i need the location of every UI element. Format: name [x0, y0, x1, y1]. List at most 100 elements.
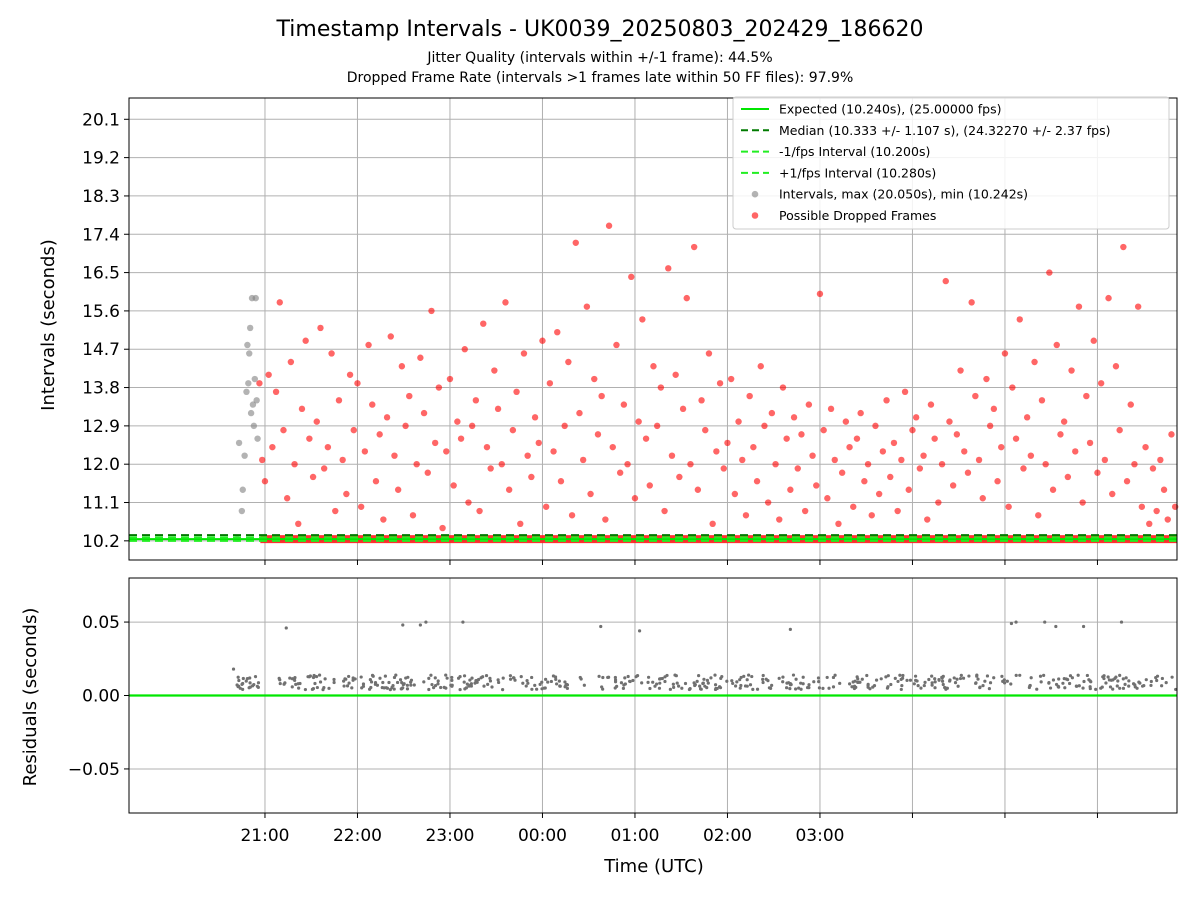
residual-point	[665, 673, 669, 678]
residual-point	[1014, 673, 1018, 678]
residual-point	[404, 676, 408, 680]
residual-point	[668, 687, 672, 691]
dropped-frame-point	[916, 465, 924, 472]
residual-point	[1155, 678, 1159, 683]
residual-point	[898, 673, 902, 677]
dropped-frame-point	[1116, 426, 1123, 434]
residual-point	[635, 674, 640, 678]
residual-point	[851, 680, 855, 684]
dropped-frame-point	[683, 294, 690, 302]
residual-point	[546, 680, 550, 684]
residual-point	[781, 680, 785, 684]
residual-point	[1047, 681, 1051, 685]
residual-point	[919, 686, 923, 690]
dropped-frame-point	[990, 405, 998, 413]
intervals-plot: 10.2 11.1 12.0 12.9 13.8 14.7 15.6 16.5 17.4 18.3…	[82, 96, 1179, 565]
residual-point	[1018, 673, 1022, 677]
residual-point	[648, 686, 652, 691]
residual-point	[405, 687, 410, 691]
dropped-frame-point	[435, 384, 443, 391]
dropped-frame-point	[668, 452, 676, 459]
residual-point	[623, 676, 627, 680]
residual-point	[619, 681, 624, 685]
dropped-frame-point	[1105, 294, 1112, 302]
dropped-frame-point	[676, 473, 683, 481]
dropped-frame-point	[850, 503, 857, 510]
residual-point	[943, 685, 947, 690]
residual-point	[900, 676, 905, 680]
dropped-frame-point	[727, 375, 735, 383]
residual-point	[565, 686, 570, 691]
dropped-frame-point	[646, 482, 653, 489]
residual-point	[1131, 682, 1136, 686]
dropped-frame-point	[1083, 392, 1090, 400]
residual-point	[431, 686, 436, 690]
residual-point	[521, 681, 525, 685]
dropped-frame-point	[413, 460, 420, 468]
residual-point	[439, 685, 443, 690]
residual-point	[797, 686, 801, 690]
residual-point	[1116, 679, 1120, 683]
residual-point	[555, 682, 559, 686]
x-tick-label: 03:00	[795, 826, 844, 846]
residuals-y-tick-label: 0.00	[82, 687, 120, 707]
residual-point	[923, 680, 927, 684]
dropped-frame-point	[820, 426, 827, 434]
residual-point	[764, 677, 768, 681]
residual-point	[488, 676, 492, 680]
residual-point	[680, 686, 684, 690]
dropped-frame-point	[357, 503, 365, 510]
residual-point	[402, 682, 406, 686]
residual-point	[640, 681, 644, 685]
residual-point	[913, 674, 918, 678]
residual-point	[1039, 680, 1043, 684]
residual-point	[290, 677, 295, 681]
legend-label: Median (10.333 +/- 1.107 s), (24.32270 +…	[779, 123, 1110, 138]
residual-outlier	[401, 623, 405, 627]
residual-point	[278, 681, 282, 686]
residual-point	[1000, 674, 1004, 678]
residual-point	[1070, 676, 1074, 680]
dropped-frame-point	[428, 307, 435, 315]
dropped-frame-point	[705, 350, 713, 357]
dropped-frame-point	[494, 405, 502, 413]
residual-point	[658, 677, 662, 681]
dropped-frame-point	[1094, 469, 1101, 476]
residual-point	[1066, 678, 1070, 682]
residual-point	[1111, 687, 1115, 691]
residual-point	[874, 678, 879, 682]
residual-point	[705, 678, 709, 682]
residual-point	[827, 686, 831, 690]
dropped-frame-point	[398, 363, 406, 370]
interval-point	[253, 397, 260, 404]
dropped-frame-point	[498, 460, 505, 468]
dropped-frame-point	[753, 478, 761, 485]
dropped-frame-point	[269, 443, 276, 451]
residual-point	[444, 673, 448, 677]
dropped-frame-point	[324, 443, 332, 451]
interval-point	[254, 435, 261, 442]
residual-point	[544, 677, 548, 681]
residual-point	[900, 683, 904, 688]
residual-point	[1127, 679, 1131, 683]
dropped-frame-point	[690, 243, 698, 251]
residual-point	[359, 675, 363, 679]
residual-point	[387, 680, 391, 685]
residual-point	[872, 684, 877, 688]
residual-points	[231, 620, 1178, 692]
dropped-frame-point	[935, 499, 942, 506]
residual-point	[332, 677, 336, 682]
dropped-frame-point	[1012, 435, 1020, 442]
residual-point	[1028, 683, 1032, 688]
residual-point	[256, 681, 261, 685]
dropped-frame-point	[898, 456, 905, 464]
dropped-frame-point	[539, 337, 546, 344]
residual-point	[317, 673, 322, 677]
residual-point	[735, 680, 739, 684]
dropped-frame-point	[794, 465, 801, 472]
dropped-frame-point	[998, 443, 1005, 451]
residual-point	[1104, 681, 1108, 685]
dropped-frame-point	[994, 478, 1001, 485]
dropped-frame-point	[1168, 431, 1175, 438]
residual-point	[241, 681, 245, 686]
